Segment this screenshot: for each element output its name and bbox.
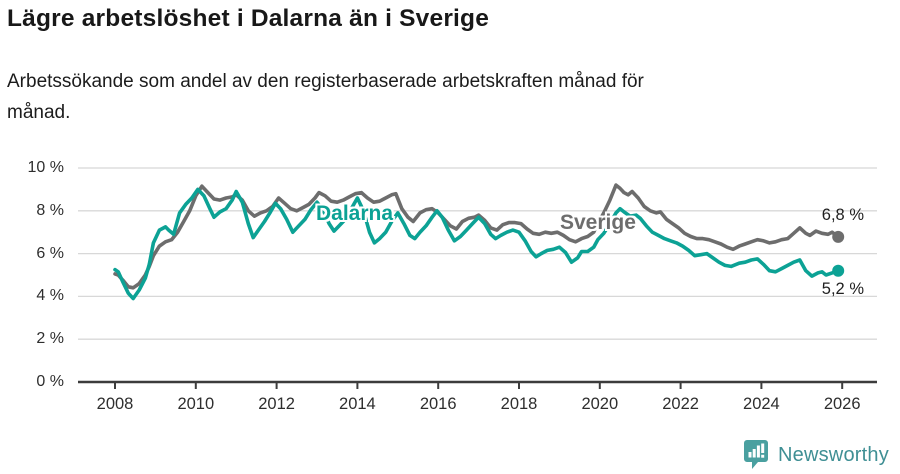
x-axis-tick-label: 2016: [419, 395, 457, 413]
x-axis-tick-label: 2022: [662, 395, 699, 413]
y-axis-tick-label: 10 %: [27, 159, 64, 176]
x-axis-tick-label: 2026: [823, 395, 861, 413]
y-axis-tick-label: 0 %: [36, 373, 64, 390]
newsworthy-logo: Newsworthy: [744, 439, 889, 471]
x-axis-tick-label: 2010: [177, 395, 215, 413]
y-axis-tick-label: 4 %: [36, 287, 64, 305]
newsworthy-logo-text: Newsworthy: [778, 443, 889, 466]
series-label-dalarna: Dalarna: [316, 202, 394, 225]
y-axis-tick-label: 2 %: [36, 330, 64, 348]
series-label-sverige: Sverige: [560, 211, 636, 234]
end-dot-sverige: [832, 230, 845, 243]
end-dot-dalarna: [832, 264, 845, 277]
x-axis-tick-label: 2018: [500, 395, 538, 413]
x-axis-tick-label: 2024: [743, 395, 780, 413]
newsworthy-logo-icon: [744, 440, 768, 469]
chart-subtitle: Arbetssökande som andel av den registerb…: [7, 71, 644, 123]
end-value-label-sverige: 6,8 %: [821, 206, 864, 224]
chart-title: Lägre arbetslöshet i Dalarna än i Sverig…: [7, 5, 490, 32]
x-axis-tick-label: 2014: [339, 395, 376, 413]
data-line-dalarna: [113, 187, 841, 301]
x-axis-tick-label: 2008: [96, 395, 134, 413]
y-axis-tick-label: 6 %: [36, 244, 64, 262]
data-line-sverige: [113, 183, 841, 290]
x-axis-tick-label: 2012: [258, 395, 295, 413]
end-value-label-dalarna: 5,2 %: [821, 280, 864, 298]
x-axis-tick-label: 2020: [581, 395, 619, 413]
y-axis-tick-label: 8 %: [36, 201, 64, 219]
